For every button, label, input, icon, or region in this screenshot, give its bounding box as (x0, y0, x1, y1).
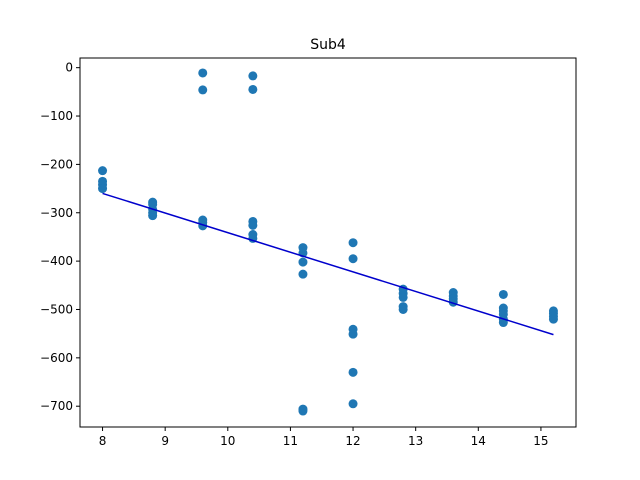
y-tick-label: 0 (65, 61, 73, 75)
x-tick-label: 13 (408, 434, 423, 448)
y-axis: 0 −100 −200 −300 −400 −500 −600 −700 (40, 61, 80, 413)
x-tick-label: 10 (220, 434, 235, 448)
x-tick-label: 9 (161, 434, 169, 448)
x-tick-label: 15 (533, 434, 548, 448)
plot-area-frame (79, 57, 577, 428)
scatter-points (98, 68, 558, 416)
data-point-0 (98, 166, 108, 176)
y-tick-label: −600 (40, 351, 73, 365)
data-point-22 (298, 257, 308, 267)
data-point-26 (348, 238, 358, 248)
data-point-27 (348, 254, 358, 264)
data-point-8 (148, 211, 158, 221)
data-point-31 (348, 399, 358, 409)
data-point-10 (198, 85, 208, 95)
x-tick-label: 8 (99, 434, 107, 448)
chart-title: Sub4 (310, 37, 346, 53)
data-point-15 (248, 84, 258, 94)
data-point-14 (248, 71, 258, 81)
fit-line-layer (102, 192, 554, 336)
x-tick-label: 12 (345, 434, 360, 448)
data-point-29 (348, 329, 358, 339)
y-tick-label: −500 (40, 302, 73, 316)
x-tick-label: 14 (471, 434, 486, 448)
data-point-36 (398, 304, 408, 314)
y-tick-label: −200 (40, 157, 73, 171)
data-point-9 (198, 68, 208, 78)
y-tick-label: −700 (40, 399, 73, 413)
regression-line (102, 192, 554, 336)
data-point-50 (548, 314, 558, 324)
data-point-23 (298, 269, 308, 279)
data-point-41 (498, 289, 508, 299)
x-axis: 8 9 10 11 12 13 14 15 (99, 427, 549, 448)
data-point-34 (398, 292, 408, 302)
data-point-3 (98, 184, 108, 194)
y-tick-label: −400 (40, 254, 73, 268)
data-point-17 (248, 220, 258, 230)
x-tick-label: 11 (283, 434, 298, 448)
y-tick-label: −100 (40, 109, 73, 123)
data-point-25 (298, 406, 308, 416)
data-point-30 (348, 367, 358, 377)
y-tick-label: −300 (40, 206, 73, 220)
